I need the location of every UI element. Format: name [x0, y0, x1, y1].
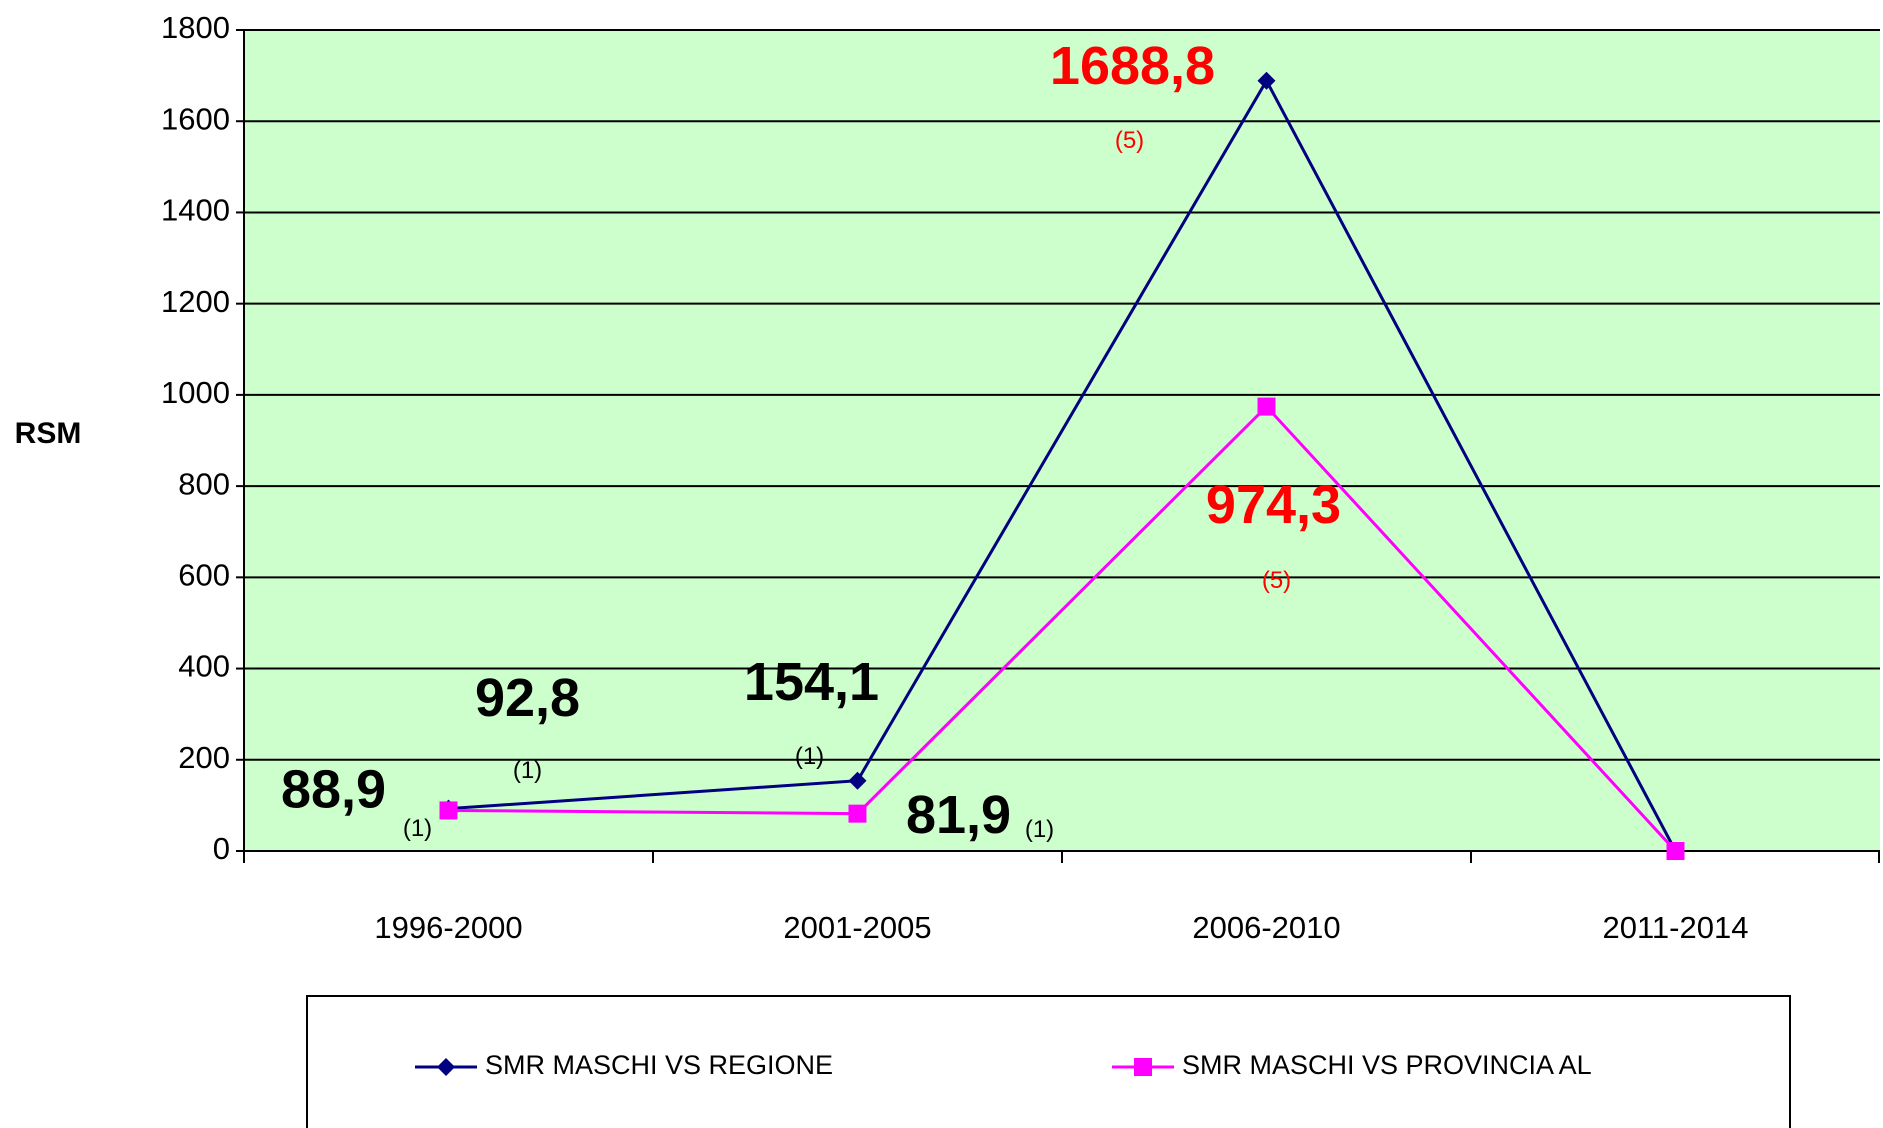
data-label: 154,1 — [744, 652, 879, 712]
y-axis-label: RSM — [15, 417, 82, 450]
data-label-note: (1) — [795, 743, 824, 770]
y-tick-label: 1400 — [161, 193, 230, 228]
marker — [1666, 842, 1685, 860]
data-label: 88,9 — [281, 760, 386, 820]
data-label: 92,8 — [475, 668, 580, 728]
y-tick-label: 1600 — [161, 101, 230, 136]
y-tick-label: 400 — [178, 649, 230, 684]
x-tick-label: 1996-2000 — [374, 910, 522, 945]
y-tick-label: 0 — [213, 831, 230, 866]
marker — [1257, 71, 1276, 90]
series-line — [448, 404, 1677, 853]
y-tick-label: 800 — [178, 466, 230, 501]
marker — [439, 801, 458, 820]
y-tick-label: 1200 — [161, 284, 230, 319]
marker — [848, 771, 867, 790]
series-line — [448, 77, 1677, 852]
data-label-note: (5) — [1115, 127, 1144, 154]
marker — [437, 1058, 455, 1076]
plot-area — [244, 30, 1880, 851]
x-tick-label: 2001-2005 — [783, 910, 931, 945]
y-tick-label: 600 — [178, 558, 230, 593]
marker — [848, 804, 867, 823]
data-label-note: (1) — [403, 815, 432, 842]
y-tick-label: 1000 — [161, 375, 230, 410]
data-label-note: (5) — [1262, 567, 1291, 594]
data-label: 81,9 — [906, 785, 1011, 845]
data-label-note: (1) — [1025, 816, 1054, 843]
y-tick-label: 1800 — [161, 10, 230, 45]
legend-label: SMR MASCHI VS REGIONE — [485, 1050, 833, 1080]
marker — [1257, 397, 1276, 416]
legend — [306, 995, 1791, 1128]
x-tick-label: 2011-2014 — [1603, 910, 1749, 945]
data-label: 1688,8 — [1050, 36, 1215, 96]
data-label-note: (1) — [513, 757, 542, 784]
y-tick-label: 200 — [178, 740, 230, 775]
x-tick-label: 2006-2010 — [1192, 910, 1340, 945]
legend-label: SMR MASCHI VS PROVINCIA AL — [1182, 1050, 1592, 1080]
data-label: 974,3 — [1206, 475, 1341, 535]
marker — [1134, 1058, 1152, 1076]
